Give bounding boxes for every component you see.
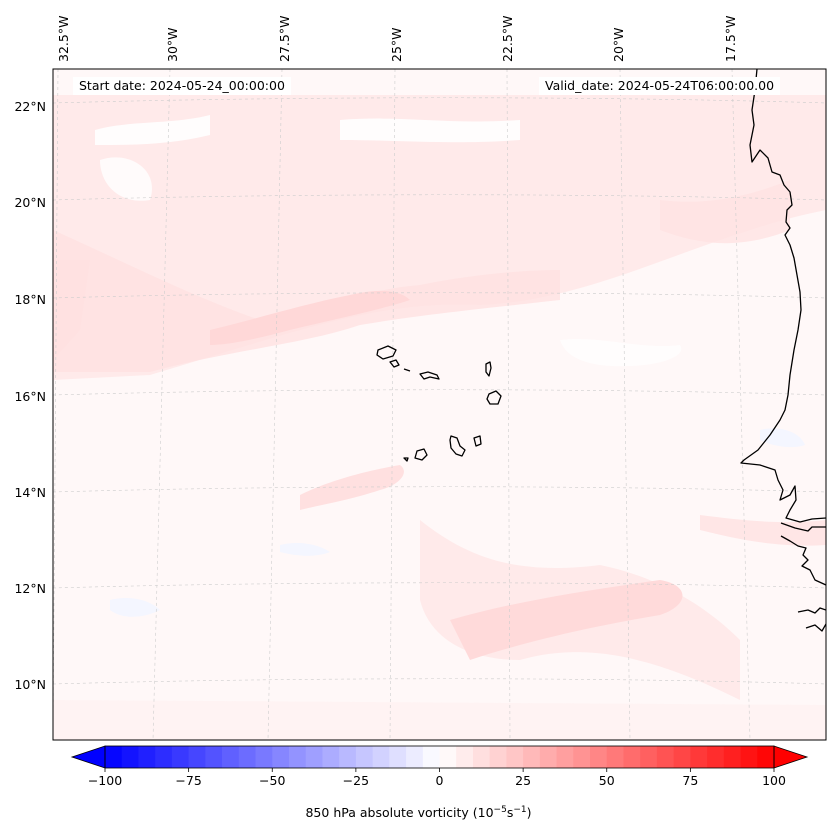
colorbar-tick-label: −50 — [259, 773, 285, 788]
colorbar-tick-label: 0 — [436, 773, 444, 788]
colorbar-cell — [690, 746, 708, 768]
colorbar-cell — [456, 746, 474, 768]
colorbar-cell — [523, 746, 541, 768]
colorbar-cells — [105, 746, 775, 768]
lat-label: 22°N — [14, 99, 46, 114]
island-sao-vicente — [389, 359, 400, 368]
colorbar-cell — [439, 746, 457, 768]
map-panel — [53, 69, 826, 740]
colorbar-tick-label: −100 — [88, 773, 122, 788]
lat-label: 18°N — [14, 292, 46, 307]
lon-label: 17.5°W — [723, 16, 738, 62]
lon-label: 22.5°W — [500, 16, 515, 62]
colorbar: −100 −75 −50 −25 0 25 50 75 100 — [70, 745, 809, 788]
colorbar-max-extend-arrow — [773, 745, 809, 769]
lon-label: 25°W — [389, 27, 404, 62]
colorbar-cell — [255, 746, 273, 768]
colorbar-cell — [640, 746, 658, 768]
colorbar-label-suffix: ) — [526, 805, 532, 821]
vorticity-field — [53, 95, 826, 740]
lat-label: 12°N — [14, 581, 46, 596]
island-santiago — [449, 435, 466, 457]
island-sal — [485, 361, 492, 377]
colorbar-cell — [406, 746, 424, 768]
colorbar-cell — [623, 746, 641, 768]
longitude-labels: 32.5°W 30°W 27.5°W 25°W 22.5°W 20°W 17.5… — [56, 16, 738, 62]
colorbar-cell — [272, 746, 290, 768]
colorbar-cell — [506, 746, 524, 768]
colorbar-cell — [339, 746, 357, 768]
valid-date-label: Valid_date: 2024-05-24T06:00:00.00 — [539, 77, 781, 95]
colorbar-cell — [188, 746, 206, 768]
colorbar-cell — [757, 746, 775, 768]
colorbar-cell — [305, 746, 323, 768]
lon-label: 30°W — [165, 27, 180, 62]
colorbar-label-mid: s — [506, 805, 514, 821]
colorbar-tick-label: −25 — [343, 773, 369, 788]
colorbar-cell — [238, 746, 256, 768]
colorbar-cell — [723, 746, 741, 768]
coastline — [376, 69, 826, 632]
colorbar-cell — [205, 746, 223, 768]
colorbar-cell — [422, 746, 440, 768]
island-maio — [473, 435, 482, 447]
colorbar-tick-label: −75 — [175, 773, 201, 788]
colorbar-cell — [673, 746, 691, 768]
colorbar-tick-label: 100 — [762, 773, 786, 788]
colorbar-cell — [155, 746, 173, 768]
colorbar-ticks: −100 −75 −50 −25 0 25 50 75 100 — [88, 768, 786, 788]
colorbar-cell — [472, 746, 491, 768]
colorbar-cell — [606, 746, 624, 768]
island-fogo — [414, 448, 428, 461]
africa-coastline — [740, 69, 826, 632]
island-santa-luzia — [403, 368, 411, 372]
colorbar-cell — [656, 746, 675, 768]
colorbar-cell — [539, 746, 557, 768]
colorbar-label: 850 hPa absolute vorticity (10−5s−1) — [0, 805, 837, 820]
colorbar-cell — [707, 746, 725, 768]
lat-label: 14°N — [14, 485, 46, 500]
island-brava — [403, 457, 409, 462]
colorbar-cell — [556, 746, 574, 768]
colorbar-label-exp1: −5 — [493, 805, 507, 815]
colorbar-min-extend-arrow — [70, 745, 106, 769]
colorbar-cell — [355, 746, 373, 768]
colorbar-label-prefix: 850 hPa absolute vorticity (10 — [305, 805, 494, 821]
colorbar-cell — [322, 746, 340, 768]
lon-label: 32.5°W — [56, 16, 71, 62]
colorbar-cell — [121, 746, 139, 768]
colorbar-cell — [288, 746, 307, 768]
colorbar-cell — [489, 746, 507, 768]
colorbar-cell — [740, 746, 758, 768]
colorbar-cell — [171, 746, 190, 768]
map-frame — [52, 68, 827, 741]
lat-label: 10°N — [14, 677, 46, 692]
lat-label: 16°N — [14, 389, 46, 404]
island-santo-antao — [376, 345, 397, 360]
colorbar-cell — [222, 746, 240, 768]
colorbar-tick-label: 50 — [599, 773, 615, 788]
colorbar-tick-label: 25 — [515, 773, 531, 788]
colorbar-label-exp2: −1 — [513, 805, 527, 815]
graticule — [53, 69, 826, 740]
lat-label: 20°N — [14, 195, 46, 210]
island-sao-nicolau — [419, 371, 440, 380]
colorbar-tick-label: 75 — [682, 773, 698, 788]
start-date-label: Start date: 2024-05-24_00:00:00 — [73, 77, 291, 95]
lon-label: 27.5°W — [277, 16, 292, 62]
colorbar-cell — [138, 746, 156, 768]
latitude-labels: 22°N 20°N 18°N 16°N 14°N 12°N 10°N — [14, 99, 46, 692]
colorbar-cell — [389, 746, 407, 768]
colorbar-cell — [573, 746, 591, 768]
lon-label: 20°W — [611, 27, 626, 62]
colorbar-cell — [372, 746, 390, 768]
island-boa-vista — [486, 390, 502, 405]
colorbar-cell — [590, 746, 608, 768]
colorbar-cell — [105, 746, 123, 768]
